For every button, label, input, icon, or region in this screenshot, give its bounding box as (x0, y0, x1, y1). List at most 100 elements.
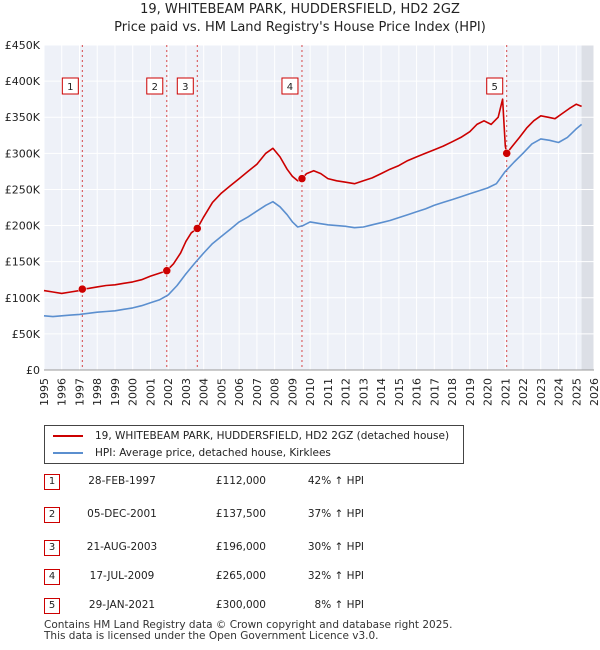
x-tick-label: 2000 (127, 378, 140, 406)
grid (43, 44, 595, 371)
sale-label-text: 1 (67, 82, 73, 93)
transaction-price: £300,000 (215, 599, 266, 611)
x-tick-label: 2021 (499, 378, 512, 406)
sale-point (78, 284, 87, 294)
x-tick-label: 2003 (180, 378, 193, 406)
price-chart: £0 £50K £100K £150K £200K £250K £300K £350K £400… (5, 39, 600, 406)
legend-item-property: 19, WHITEBEAM PARK, HUDDERSFIELD, HD2 2G… (53, 428, 449, 444)
footer-licence: This data is licensed under the Open Gov… (44, 630, 379, 642)
sale-label-text: 4 (287, 82, 293, 93)
x-tick-label: 2025 (570, 378, 583, 406)
transaction-number: 3 (44, 540, 60, 556)
x-tick-label: 2009 (286, 378, 299, 406)
transaction-hpi: 42% ↑ HPI (307, 475, 364, 487)
transaction-date: 05-DEC-2001 (87, 508, 157, 520)
sale-point (193, 224, 202, 233)
transaction-price: £137,500 (215, 508, 266, 520)
transaction-number: 4 (44, 569, 60, 585)
axes: £0 £50K £100K £150K £200K £250K £300K £350K £400… (5, 39, 600, 406)
transaction-date: 28-FEB-1997 (88, 475, 156, 487)
y-tick-label: £150K (5, 256, 41, 269)
sale-label-box (486, 77, 504, 95)
legend: 19, WHITEBEAM PARK, HUDDERSFIELD, HD2 2G… (44, 425, 464, 464)
x-tick-label: 2016 (411, 378, 424, 406)
legend-item-hpi: HPI: Average price, detached house, Kirk… (53, 445, 331, 461)
transaction-date: 29-JAN-2021 (88, 599, 156, 611)
x-tick-label: 2001 (144, 378, 157, 406)
transaction-hpi: 37% ↑ HPI (307, 508, 364, 520)
x-tick-label: 2005 (215, 378, 228, 406)
sale-point (162, 266, 172, 275)
x-tick-label: 2013 (357, 378, 370, 406)
sale-labels: 1 2 3 4 5 (61, 77, 504, 95)
sale-markers-lines (81, 45, 508, 370)
property-price-line (43, 98, 582, 295)
transaction-price: £112,000 (215, 475, 266, 487)
y-tick-label: £250K (5, 183, 41, 196)
y-tick-label: £50K (12, 328, 41, 341)
x-tick-label: 2002 (162, 378, 175, 406)
x-tick-label: 2011 (322, 378, 335, 406)
x-tick-label: 1998 (91, 378, 104, 406)
plot-area (44, 45, 594, 370)
table-row: 2 05-DEC-2001 £137,500 37% ↑ HPI (44, 505, 464, 525)
x-tick-label: 2012 (340, 378, 353, 406)
y-tick-label: £350K (5, 111, 41, 124)
sale-points (78, 149, 511, 294)
transaction-hpi: 8% ↑ HPI (314, 599, 364, 611)
chart-subtitle: Price paid vs. HM Land Registry's House … (114, 20, 486, 35)
legend-label-hpi: HPI: Average price, detached house, Kirk… (95, 447, 331, 459)
x-tick-label: 2014 (375, 378, 388, 406)
transaction-price: £196,000 (215, 541, 266, 553)
sale-label-text: 5 (492, 82, 498, 93)
legend-swatch-blue (53, 452, 83, 454)
sale-label-box (61, 77, 79, 95)
table-row: 4 17-JUL-2009 £265,000 32% ↑ HPI (44, 567, 464, 587)
hpi-line (43, 123, 583, 318)
legend-label-property: 19, WHITEBEAM PARK, HUDDERSFIELD, HD2 2G… (95, 430, 450, 442)
sale-label-text: 2 (152, 82, 158, 93)
y-tick-label: £400K (5, 75, 41, 88)
x-tick-label: 1999 (109, 378, 122, 406)
transaction-hpi: 30% ↑ HPI (307, 541, 364, 553)
x-tick-label: 2018 (446, 378, 459, 406)
y-tick-label: £200K (5, 220, 41, 233)
x-tick-label: 2022 (517, 378, 530, 406)
x-tick-label: 1995 (38, 378, 51, 406)
x-tick-label: 1996 (56, 378, 69, 406)
x-tick-label: 2008 (269, 378, 282, 406)
transaction-price: £265,000 (215, 570, 266, 582)
sale-label: 5 (486, 77, 504, 95)
y-tick-label: £300K (5, 147, 41, 160)
sale-label: 2 (146, 77, 164, 95)
x-tick-label: 2006 (233, 378, 246, 406)
x-tick-label: 2019 (464, 378, 477, 406)
chart-title: 19, WHITEBEAM PARK, HUDDERSFIELD, HD2 2G… (140, 2, 460, 17)
y-tick-label: £450K (5, 39, 41, 52)
x-tick-label: 2024 (553, 378, 566, 406)
sale-label: 3 (176, 77, 194, 95)
sale-label-text: 3 (182, 82, 188, 93)
sale-label-box (146, 77, 164, 95)
x-tick-label: 1997 (73, 378, 86, 406)
transaction-date: 17-JUL-2009 (89, 570, 155, 582)
table-row: 3 21-AUG-2003 £196,000 30% ↑ HPI (44, 538, 464, 558)
x-tick-label: 2026 (588, 378, 600, 406)
transaction-date: 21-AUG-2003 (86, 541, 158, 553)
transaction-hpi: 32% ↑ HPI (307, 570, 364, 582)
x-tick-label: 2015 (393, 378, 406, 406)
table-row: 5 29-JAN-2021 £300,000 8% ↑ HPI (44, 596, 464, 616)
transaction-number: 5 (44, 598, 60, 614)
footer-copyright: Contains HM Land Registry data © Crown c… (44, 619, 453, 631)
sale-point (502, 149, 511, 158)
y-tick-label: £100K (5, 292, 41, 305)
sale-label-box (176, 77, 194, 95)
series-lines (43, 98, 583, 318)
x-tick-label: 2004 (198, 378, 211, 406)
x-tick-label: 2007 (251, 378, 264, 406)
x-tick-label: 2020 (482, 378, 495, 406)
x-tick-label: 2023 (535, 378, 548, 406)
legend-swatch-red (53, 435, 83, 437)
x-tick-label: 2017 (428, 378, 441, 406)
sale-label-box (281, 77, 299, 95)
